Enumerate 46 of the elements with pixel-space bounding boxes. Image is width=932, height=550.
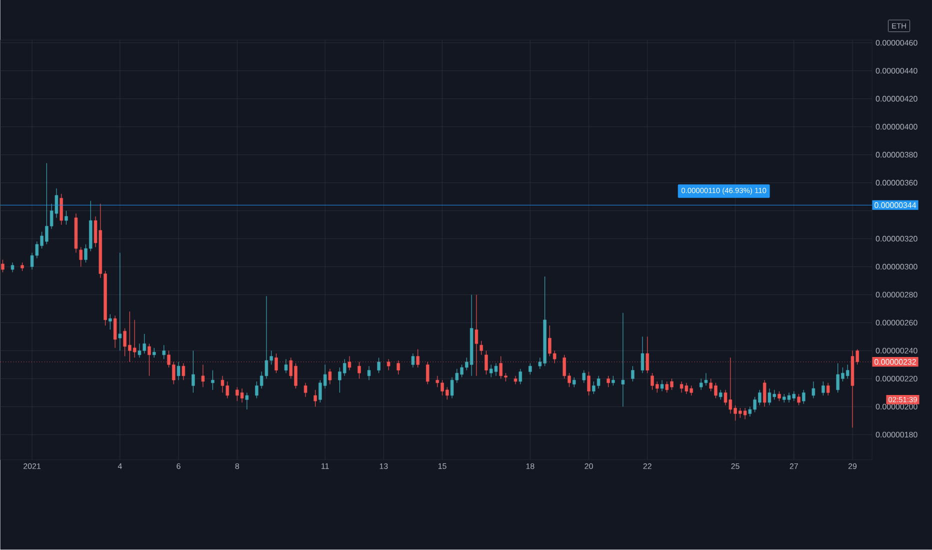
candlestick bbox=[719, 390, 722, 400]
candlestick bbox=[358, 362, 361, 380]
candlestick bbox=[480, 340, 483, 356]
candlestick bbox=[304, 382, 308, 398]
candlestick bbox=[812, 381, 816, 399]
candlestick bbox=[797, 394, 800, 406]
candlestick bbox=[640, 336, 644, 374]
candlestick bbox=[245, 392, 249, 410]
candlestick bbox=[822, 381, 825, 396]
candlestick bbox=[621, 312, 625, 408]
candlestick bbox=[79, 246, 82, 268]
candlestick bbox=[778, 391, 781, 402]
candlestick bbox=[528, 363, 532, 375]
candlestick bbox=[514, 376, 518, 385]
candlestick bbox=[572, 377, 576, 388]
candlestick bbox=[176, 362, 180, 380]
candlestick bbox=[192, 350, 195, 394]
candlestick bbox=[64, 210, 68, 226]
candlestick bbox=[631, 366, 634, 382]
candlestick bbox=[587, 371, 590, 396]
candlestick bbox=[284, 358, 288, 374]
candlestick bbox=[60, 194, 63, 226]
candlestick bbox=[826, 382, 830, 396]
candlestick bbox=[411, 353, 415, 368]
candlestick bbox=[211, 370, 214, 390]
candlestick bbox=[201, 364, 205, 388]
candlestick bbox=[612, 376, 615, 386]
candlestick bbox=[118, 252, 122, 352]
candlestick bbox=[148, 343, 151, 376]
candlestick bbox=[377, 357, 380, 374]
candlestick bbox=[606, 376, 610, 388]
candlestick bbox=[518, 368, 522, 385]
candlestick bbox=[762, 380, 766, 408]
candlestick bbox=[802, 390, 806, 404]
candlestick bbox=[582, 370, 586, 384]
candlestick bbox=[1, 259, 4, 273]
candlestick bbox=[113, 315, 117, 348]
candlestick bbox=[152, 348, 156, 358]
candlestick bbox=[314, 390, 317, 408]
candlestick bbox=[367, 366, 371, 380]
candlestick bbox=[328, 368, 332, 385]
candlestick bbox=[162, 344, 166, 360]
candlestick bbox=[660, 380, 664, 392]
candlestick bbox=[108, 314, 112, 330]
candlestick bbox=[182, 363, 186, 380]
candlestick bbox=[10, 262, 14, 273]
